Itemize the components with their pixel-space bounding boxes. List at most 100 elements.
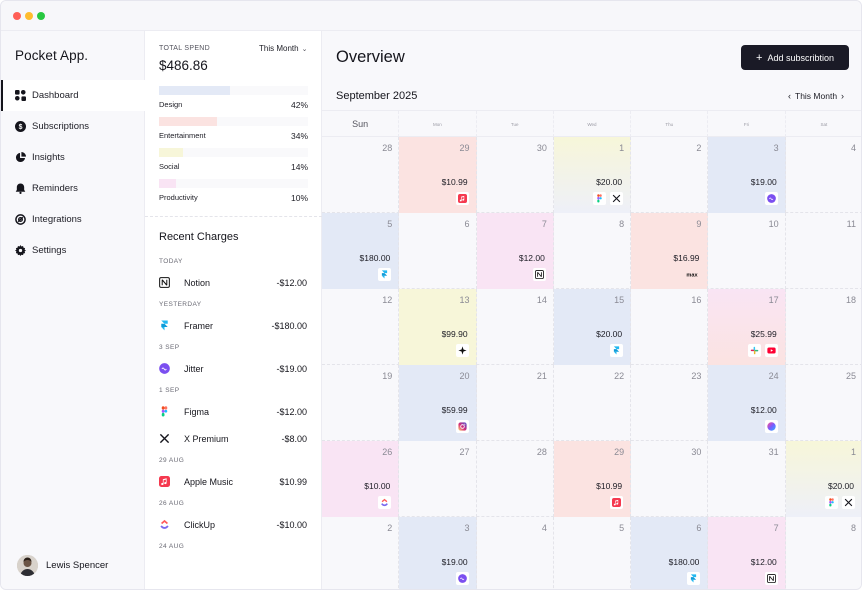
notion-icon[interactable]	[764, 572, 778, 585]
calendar-day[interactable]: 26 $10.00	[322, 441, 400, 517]
calendar-day[interactable]: 5	[554, 517, 632, 589]
charge-row[interactable]: Notion -$12.00	[159, 269, 307, 296]
calendar-day[interactable]: 22	[554, 365, 632, 441]
day-number: 3	[773, 143, 779, 153]
slack-icon[interactable]	[747, 344, 761, 357]
calendar-day[interactable]: 8	[786, 517, 861, 589]
minimize-window-button[interactable]	[25, 12, 33, 20]
framer-icon[interactable]	[610, 344, 624, 357]
day-number: 31	[768, 447, 779, 457]
gradient-circle-icon[interactable]	[764, 420, 778, 433]
month-nav-label[interactable]: This Month	[795, 91, 838, 101]
calendar-day[interactable]: 10	[708, 213, 786, 289]
category-percent: 34%	[290, 131, 308, 141]
day-amount: $59.99	[441, 405, 468, 415]
day-number: 17	[768, 295, 779, 305]
calendar-day[interactable]: 31	[708, 441, 786, 517]
category-bar	[159, 86, 230, 95]
sidebar-item-subscriptions[interactable]: $ Subscriptions	[1, 111, 145, 142]
sidebar-item-reminders[interactable]: Reminders	[1, 173, 145, 204]
apple-music-icon[interactable]	[455, 192, 469, 205]
charge-row[interactable]: Apple Music $10.99	[159, 468, 307, 495]
framer-icon[interactable]	[687, 572, 701, 585]
calendar-day[interactable]: 1 $20.00	[785, 441, 861, 517]
dashboard-icon	[15, 90, 26, 101]
calendar-day[interactable]: 23	[631, 365, 709, 441]
calendar-day[interactable]: 5 $180.00	[322, 213, 400, 289]
calendar-day[interactable]: 30	[477, 137, 554, 213]
sidebar-item-integrations[interactable]: Integrations	[1, 204, 145, 235]
charge-row[interactable]: Figma -$12.00	[159, 398, 307, 425]
calendar-day[interactable]: 4	[786, 137, 861, 213]
calendar-day[interactable]: 18	[786, 289, 861, 365]
calendar-day[interactable]: 25	[786, 365, 861, 441]
calendar-day[interactable]: 3 $19.00	[399, 517, 477, 589]
calendar-day[interactable]: 29 $10.99	[553, 441, 632, 517]
sidebar-item-dashboard[interactable]: Dashboard	[1, 80, 145, 111]
calendar-day[interactable]: 21	[477, 365, 554, 441]
calendar-day[interactable]: 17 $25.99	[708, 289, 786, 365]
period-dropdown[interactable]: This Month ⌄	[259, 44, 307, 53]
charge-row[interactable]: Framer -$180.00	[159, 312, 307, 339]
figma-icon[interactable]	[593, 192, 607, 205]
sidebar-item-label: Dashboard	[32, 90, 79, 101]
max-icon[interactable]: max	[684, 268, 700, 281]
x-icon[interactable]	[841, 496, 855, 509]
jitter-icon[interactable]	[764, 192, 778, 205]
next-month-chevron-icon[interactable]: ›	[841, 91, 845, 101]
calendar-week: 5 $180.00 6 7 $12.00 8 9 $16.99 max 10 11	[322, 213, 861, 289]
instagram-icon[interactable]	[455, 420, 469, 433]
calendar-day[interactable]: 6	[399, 213, 477, 289]
calendar-day[interactable]: 27	[399, 441, 477, 517]
jitter-icon[interactable]	[455, 572, 469, 585]
calendar-day[interactable]: 7 $12.00	[476, 213, 554, 289]
calendar-day[interactable]: 28	[477, 441, 554, 517]
calendar-day[interactable]: 13 $99.90	[399, 289, 477, 365]
category-bar	[159, 148, 183, 157]
calendar-day[interactable]: 28	[322, 137, 400, 213]
calendar-day[interactable]: 19	[322, 365, 400, 441]
charge-row[interactable]: Jitter -$19.00	[159, 355, 307, 382]
apple-music-icon[interactable]	[610, 496, 624, 509]
calendar-day[interactable]: 9 $16.99 max	[631, 213, 709, 289]
calendar-day[interactable]: 12	[322, 289, 400, 365]
youtube-icon[interactable]	[764, 344, 778, 357]
calendar-day[interactable]: 16	[631, 289, 709, 365]
day-subscription-icons	[455, 192, 469, 205]
x-icon[interactable]	[610, 192, 624, 205]
day-amount: $12.00	[518, 253, 545, 263]
add-subscription-button[interactable]: + Add subscribtion	[741, 45, 849, 70]
user-profile[interactable]: Lewis Spencer	[17, 555, 108, 576]
prev-month-chevron-icon[interactable]: ‹	[788, 91, 791, 101]
calendar-day[interactable]: 20 $59.99	[399, 365, 477, 441]
notion-icon[interactable]	[532, 268, 546, 281]
sidebar-item-insights[interactable]: Insights	[1, 142, 145, 173]
month-navigation: ‹ This Month ›	[784, 91, 848, 101]
calendar-day[interactable]: 1 $20.00	[553, 137, 632, 213]
close-window-button[interactable]	[13, 12, 21, 20]
calendar-day[interactable]: 2	[322, 517, 400, 589]
framer-icon[interactable]	[378, 268, 392, 281]
star-icon[interactable]	[455, 344, 469, 357]
calendar-day[interactable]: 24 $12.00	[708, 365, 786, 441]
clickup-icon[interactable]	[378, 496, 392, 509]
calendar-day[interactable]: 29 $10.99	[399, 137, 477, 213]
calendar-day[interactable]: 3 $19.00	[708, 137, 786, 213]
calendar-day[interactable]: 7 $12.00	[708, 517, 786, 589]
day-number: 12	[382, 295, 393, 305]
calendar-day[interactable]: 14	[477, 289, 554, 365]
figma-icon[interactable]	[824, 496, 838, 509]
calendar-day[interactable]: 11	[786, 213, 861, 289]
charge-name: Notion	[184, 277, 211, 288]
calendar-day[interactable]: 2	[631, 137, 709, 213]
charge-row[interactable]: ClickUp -$10.00	[159, 511, 307, 538]
sidebar-item-settings[interactable]: Settings	[1, 235, 145, 266]
calendar-day[interactable]: 4	[477, 517, 554, 589]
calendar-day[interactable]: 6 $180.00	[631, 517, 709, 589]
charge-row[interactable]: X Premium -$8.00	[159, 425, 307, 452]
maximize-window-button[interactable]	[37, 12, 45, 20]
calendar-day[interactable]: 30	[631, 441, 709, 517]
calendar-day[interactable]: 15 $20.00	[553, 289, 632, 365]
calendar-day[interactable]: 8	[554, 213, 632, 289]
day-subscription-icons: max	[684, 268, 700, 281]
